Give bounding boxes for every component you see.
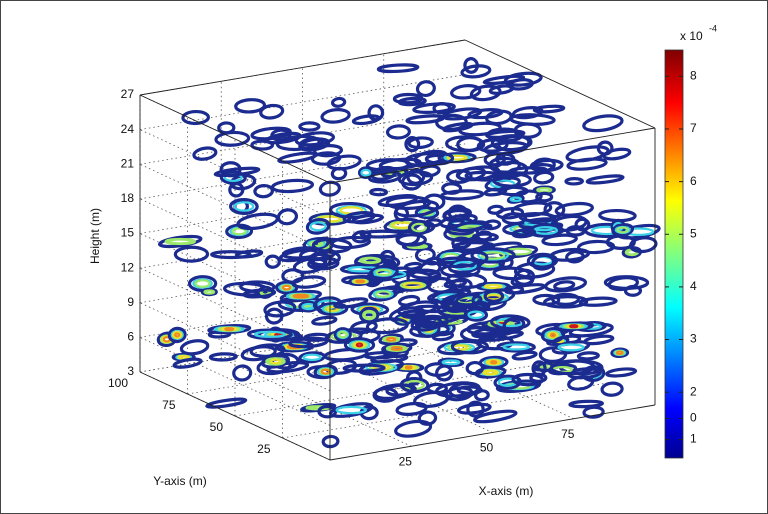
colorbar-multiplier: x 10 [680, 29, 703, 43]
z-tick-label: 6 [127, 330, 134, 344]
z-tick-label: 9 [127, 295, 134, 309]
y-axis-label: Y-axis (m) [153, 474, 207, 488]
y-tick-label: 25 [257, 442, 271, 456]
colorbar-tick-label: 5 [690, 226, 697, 240]
colorbar-tick-label: 4 [690, 279, 697, 293]
colorbar [665, 50, 683, 458]
x-tick-label: 50 [480, 441, 494, 455]
z-tick-label: 15 [121, 226, 135, 240]
x-tick-label: 25 [399, 454, 413, 468]
chart: 369121518212427255075100255075 Height (m… [0, 0, 768, 514]
z-tick-label: 3 [127, 364, 134, 378]
contour-ring [491, 361, 496, 363]
contour-ring [570, 325, 577, 327]
colorbar-tick-label: 0 [690, 411, 697, 425]
x-axis-label: X-axis (m) [479, 484, 534, 498]
z-tick-label: 21 [121, 156, 135, 170]
contour-ring [356, 280, 364, 282]
colorbar-tick-label: 1 [690, 432, 697, 446]
colorbar-tick-label: 7 [690, 121, 697, 135]
contour-ring [225, 328, 233, 330]
z-tick-label: 18 [121, 191, 135, 205]
z-tick-label: 12 [121, 260, 135, 274]
y-tick-label: 100 [108, 376, 128, 390]
contour-ring [297, 295, 304, 297]
colorbar-tick-label: 6 [690, 174, 697, 188]
y-tick-label: 50 [210, 420, 224, 434]
colorbar-exponent: -4 [709, 23, 717, 33]
z-tick-label: 24 [121, 122, 135, 136]
x-tick-label: 75 [561, 427, 575, 441]
colorbar-tick-label: 3 [690, 332, 697, 346]
y-tick-label: 75 [162, 398, 176, 412]
z-tick-label: 27 [121, 87, 135, 101]
colorbar-tick-label: 8 [690, 68, 697, 82]
contour-ring [406, 367, 411, 369]
colorbar-tick-label: 2 [690, 384, 697, 398]
z-axis-label: Height (m) [88, 208, 102, 264]
